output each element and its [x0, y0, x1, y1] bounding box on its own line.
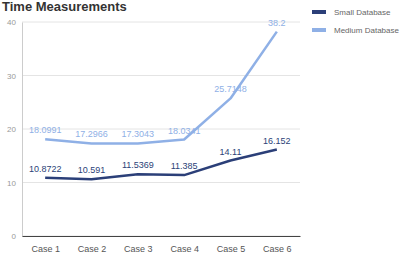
data-label: 11.5369	[122, 160, 154, 170]
legend-item: Small Database	[312, 8, 391, 17]
legend: Small Database Medium Database	[312, 8, 399, 35]
title: Time Measurements	[2, 0, 127, 14]
x-tick: Case 3	[124, 236, 153, 254]
x-tick-label: Case 5	[217, 244, 246, 254]
x-tick: Case 2	[78, 236, 107, 254]
grid	[22, 22, 300, 236]
y-tick: 30	[7, 72, 22, 81]
grid-line	[22, 22, 300, 23]
x-tick: Case 4	[170, 236, 199, 254]
x-axis: Case 1 Case 2 Case 3 Case 4 Case 5 Case 6	[23, 236, 301, 254]
series-line	[45, 150, 277, 180]
grid-line	[22, 182, 300, 183]
x-tick: Case 6	[263, 236, 292, 254]
x-tick: Case 1	[31, 236, 60, 254]
legend-swatch	[312, 10, 326, 14]
grid-line	[22, 236, 300, 237]
data-label: 10.591	[78, 165, 106, 175]
x-tick-label: Case 6	[263, 244, 292, 254]
x-tick: Case 5	[217, 236, 246, 254]
data-label: 18.0341	[168, 126, 201, 136]
legend-label: Small Database	[334, 8, 391, 17]
series-line	[45, 32, 277, 144]
plot: 010203040Case 1Case 2Case 3Case 4Case 5C…	[7, 18, 300, 255]
data-label: 18.0991	[29, 125, 62, 135]
series-lines	[45, 32, 277, 180]
grid-line	[22, 129, 300, 130]
data-label: 17.2966	[75, 129, 108, 139]
grid-line	[22, 75, 300, 76]
y-tick-label: 40	[7, 18, 16, 27]
y-tick: 0	[12, 232, 22, 241]
y-tick-label: 30	[7, 72, 16, 81]
y-tick: 40	[7, 18, 22, 27]
data-label: 14.11	[220, 147, 242, 157]
y-tick-label: 20	[7, 125, 16, 134]
y-axis-line	[22, 23, 23, 237]
x-tick-label: Case 1	[31, 244, 60, 254]
y-tick: 10	[7, 179, 22, 188]
data-label: 11.385	[171, 161, 198, 171]
data-labels: 10.8722 10.591 11.5369 11.385 14.11 16.152 18.…	[29, 18, 291, 176]
data-label: 10.8722	[29, 164, 62, 174]
legend-label: Medium Database	[334, 26, 399, 35]
data-label: 38.2	[268, 18, 286, 28]
data-label: 25.7148	[214, 84, 247, 94]
x-axis-line	[23, 236, 301, 237]
y-tick-label: 10	[7, 179, 16, 188]
y-tick-label: 0	[12, 232, 17, 241]
y-axis: 0 10 20 30 40	[7, 18, 22, 241]
data-label: 17.3043	[122, 129, 155, 139]
chart: Time Measurements010203040Case 1Case 2Ca…	[0, 0, 417, 263]
y-tick: 20	[7, 125, 22, 134]
data-label: 16.152	[263, 136, 291, 146]
legend-item: Medium Database	[312, 26, 399, 35]
x-tick-label: Case 2	[78, 244, 107, 254]
legend-swatch	[312, 28, 326, 32]
x-tick-label: Case 4	[170, 244, 199, 254]
x-tick-label: Case 3	[124, 244, 153, 254]
